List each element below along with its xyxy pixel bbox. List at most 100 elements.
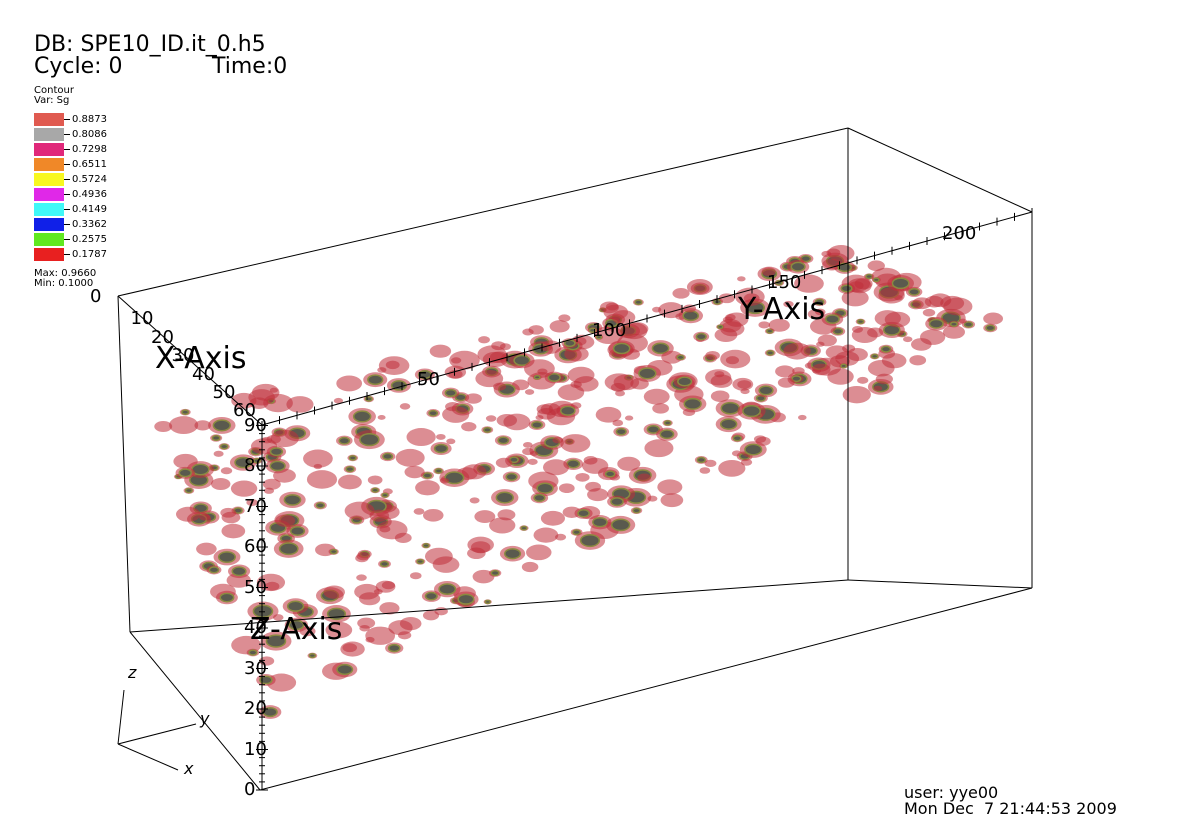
contour-blob: [469, 497, 480, 504]
contour-blob: [365, 636, 375, 643]
contour-blob: [522, 447, 534, 456]
contour-blob: [940, 295, 965, 311]
contour-blob: [758, 321, 771, 329]
contour-core: [345, 465, 355, 473]
contour-core: [262, 707, 278, 718]
x-axis-title: X-Axis: [155, 341, 247, 376]
contour-core: [533, 374, 541, 380]
legend-value: 0.6511: [72, 159, 107, 170]
contour-core: [592, 516, 608, 528]
contour-core: [683, 397, 702, 410]
bounding-box: [117, 127, 1033, 791]
legend-value: 0.4149: [72, 204, 107, 215]
contour-blob: [540, 510, 565, 526]
contour-core: [217, 551, 237, 563]
contour-core: [659, 429, 675, 440]
contour-blob: [451, 357, 462, 364]
legend-swatch: [34, 203, 64, 216]
contour-blob: [220, 467, 233, 475]
contour-core: [371, 487, 379, 493]
legend-value: 0.5724: [72, 174, 107, 185]
contour-core: [283, 494, 302, 506]
contour-blob: [958, 318, 967, 324]
contour-blob: [540, 403, 561, 416]
contour-blob: [503, 413, 531, 431]
contour-blob: [359, 624, 370, 632]
x-tick-label: 40: [192, 363, 215, 385]
contour-blob: [720, 321, 745, 337]
contour-blob: [575, 472, 590, 482]
contour-blob: [369, 509, 390, 522]
contour-blob: [615, 390, 625, 397]
contour-blob: [196, 542, 217, 556]
z-tick-label: 40: [244, 617, 267, 638]
contour-core: [791, 375, 802, 383]
legend-value: 0.8086: [72, 129, 107, 140]
contour-blob: [595, 406, 622, 423]
contour-core: [382, 452, 394, 461]
legend-swatch: [34, 113, 64, 126]
legend-swatch: [34, 188, 64, 201]
contour-core: [259, 675, 273, 685]
contour-core: [348, 455, 357, 461]
contour-blob: [867, 260, 885, 272]
contour-core: [269, 447, 284, 457]
contour-core: [949, 321, 959, 327]
x-tick-label: 50: [212, 382, 236, 403]
z-tick-label: 60: [244, 536, 267, 557]
legend-level: 0.6511: [34, 158, 107, 171]
contour-blob: [652, 306, 662, 313]
contour-blob: [325, 621, 353, 639]
contour-blob: [620, 322, 648, 340]
contour-core: [604, 470, 616, 478]
contour-core: [732, 435, 743, 442]
contour-blob: [851, 327, 878, 344]
contour-blob: [827, 368, 854, 385]
contour-blob: [230, 480, 258, 497]
contour-blob: [482, 351, 508, 368]
legend-swatch: [34, 128, 64, 141]
contour-blob: [909, 355, 927, 366]
contour-core: [329, 548, 338, 555]
contour-core: [766, 350, 775, 356]
contour-blob: [375, 580, 396, 593]
contour-core: [872, 277, 880, 283]
contour-core: [612, 342, 631, 355]
contour-blob: [246, 499, 258, 507]
contour-blob: [367, 475, 383, 485]
z-tick-label: 90: [244, 414, 267, 436]
contour-blob: [194, 420, 211, 431]
contour-blob: [732, 377, 754, 391]
z-tick-label: 10: [244, 738, 267, 760]
contour-blob: [826, 248, 841, 257]
contour-blob: [432, 556, 460, 573]
contour-blob: [783, 300, 794, 308]
contour-core: [790, 261, 806, 272]
contour-core: [536, 482, 554, 494]
legend-value: 0.3362: [72, 219, 107, 230]
contour-core: [856, 318, 865, 325]
contour-blob: [557, 384, 585, 401]
contour-blob: [657, 479, 683, 495]
contour-core: [359, 432, 380, 447]
contour-blob: [213, 450, 224, 457]
contour-blob: [682, 304, 697, 313]
legend-swatch: [34, 233, 64, 246]
contour-blob: [521, 561, 539, 573]
legend-value: 0.2575: [72, 234, 107, 245]
contour-blob: [533, 527, 559, 543]
contour-core: [908, 287, 920, 296]
contour-core: [865, 273, 874, 280]
contour-blob: [413, 508, 425, 515]
contour-core: [566, 459, 581, 469]
contour-core: [814, 298, 825, 306]
database-label: DB: SPE10_ID.it_0.h5: [34, 32, 266, 57]
contour-core: [646, 424, 661, 434]
contour-core: [352, 410, 372, 423]
triad-y-label: y: [200, 709, 210, 728]
contour-blob: [761, 267, 776, 276]
contour-blob: [259, 656, 275, 666]
contour-blob: [911, 338, 932, 351]
contour-blob: [354, 583, 380, 600]
